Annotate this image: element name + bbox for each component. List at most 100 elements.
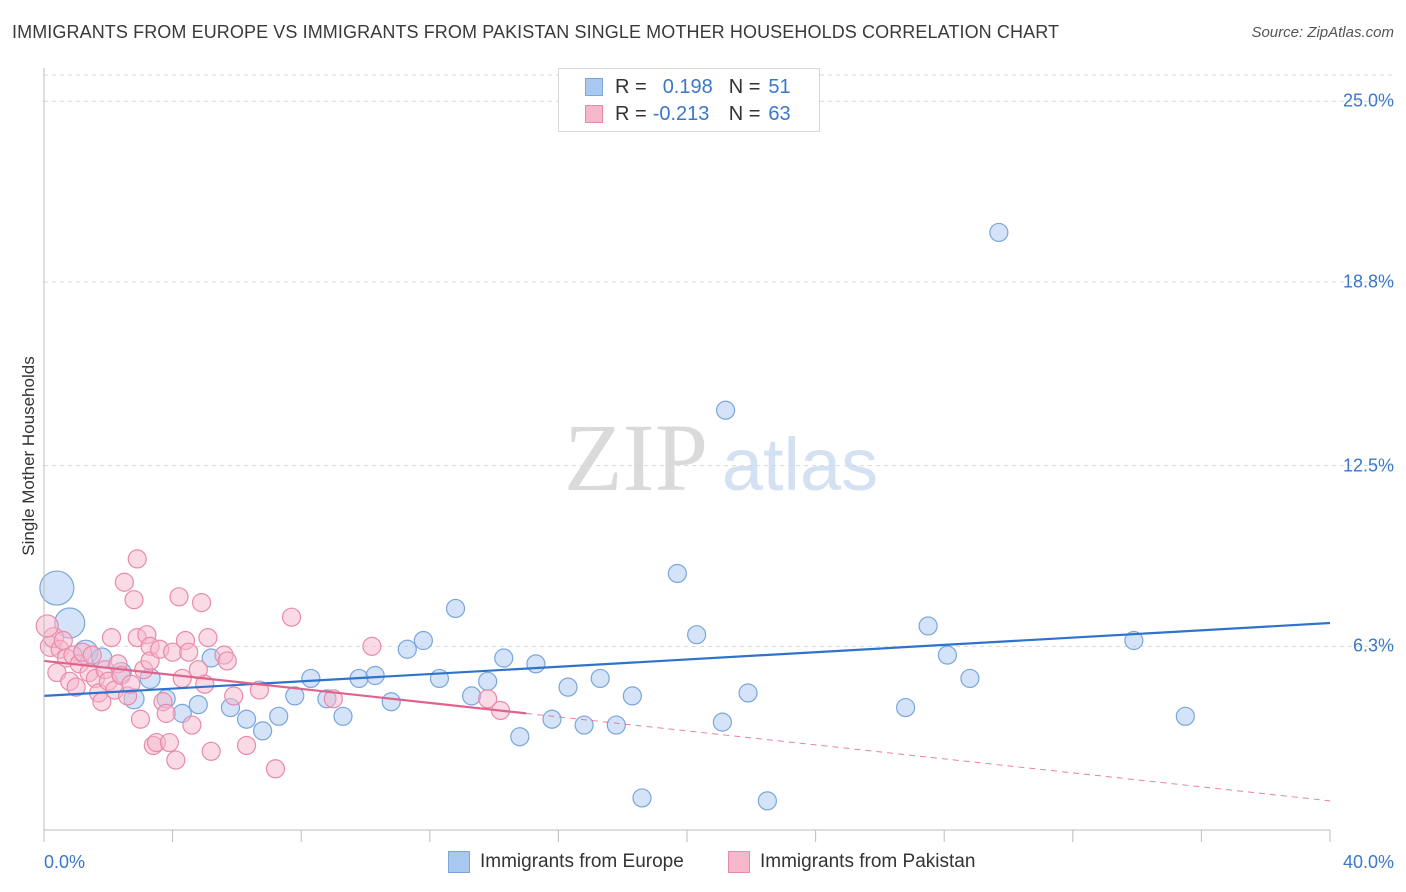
pakistan-point: [82, 645, 102, 665]
europe-point: [574, 715, 594, 735]
europe-point: [236, 709, 257, 729]
europe-point: [757, 791, 777, 811]
europe-point: [333, 706, 353, 726]
y-tick-label: 6.3%: [1352, 635, 1394, 656]
points-layer: [35, 222, 1195, 811]
pakistan-swatch: [585, 105, 603, 123]
europe-point: [622, 686, 642, 706]
pakistan-point: [281, 607, 302, 627]
n-value: 51: [768, 75, 791, 98]
pakistan-trendline-extension: [526, 712, 1331, 802]
pakistan-point: [478, 689, 498, 709]
pakistan-point: [166, 750, 186, 770]
legend-item-pakistan: Immigrants from Pakistan: [728, 851, 975, 873]
europe-point: [285, 686, 305, 706]
n-label: N =: [728, 102, 761, 125]
europe-point: [494, 648, 514, 668]
pakistan-point: [191, 593, 212, 613]
europe-point: [896, 697, 916, 718]
legend-item-europe: Immigrants from Europe: [448, 851, 684, 873]
europe-point: [365, 665, 385, 686]
legend-label-europe: Immigrants from Europe: [480, 851, 684, 872]
legend-label-pakistan: Immigrants from Pakistan: [760, 851, 976, 872]
axes-layer: [43, 68, 1331, 842]
r-label: R =: [615, 102, 647, 125]
pakistan-point: [198, 628, 218, 648]
europe-point: [269, 706, 289, 726]
europe-point: [1124, 630, 1144, 651]
pakistan-point: [66, 677, 86, 697]
europe-point: [413, 630, 433, 651]
pakistan-legend-swatch: [728, 851, 750, 873]
europe-point: [606, 715, 626, 735]
pakistan-point: [35, 614, 59, 638]
pakistan-point: [114, 572, 134, 592]
europe-point: [445, 598, 466, 619]
europe-point: [39, 570, 75, 606]
x-tick-label-min: 0.0%: [44, 852, 86, 872]
europe-legend-swatch: [448, 851, 470, 873]
pakistan-point: [127, 549, 147, 569]
europe-point: [253, 721, 273, 741]
europe-swatch: [585, 78, 603, 96]
legend-row-europe: R = 0.198 N = 51: [585, 74, 791, 100]
europe-point: [960, 668, 980, 689]
europe-point: [526, 654, 546, 674]
chart-title: IMMIGRANTS FROM EUROPE VS IMMIGRANTS FRO…: [12, 22, 1060, 42]
europe-point: [188, 695, 208, 715]
pakistan-point: [236, 735, 257, 756]
europe-point: [558, 677, 578, 697]
europe-point: [989, 222, 1009, 243]
europe-point: [301, 668, 321, 689]
europe-point: [687, 625, 707, 645]
europe-point: [937, 645, 958, 665]
y-tick-label: 25.0%: [1342, 90, 1394, 111]
x-tick-label-max: 40.0%: [1342, 852, 1394, 872]
pakistan-point: [124, 590, 144, 610]
n-label: N =: [728, 75, 761, 98]
europe-point: [397, 639, 417, 659]
r-value: -0.213: [652, 102, 710, 125]
n-value: 63: [768, 102, 791, 125]
pakistan-point: [179, 642, 199, 662]
europe-point: [738, 683, 758, 703]
europe-point: [667, 563, 687, 584]
europe-point: [632, 788, 652, 808]
pakistan-point: [121, 674, 141, 694]
watermark-atlas: atlas: [722, 423, 878, 506]
legend-row-pakistan: R = -0.213 N = 63: [585, 101, 791, 127]
r-value: 0.198: [662, 75, 713, 98]
pakistan-point: [265, 759, 286, 779]
pakistan-point: [169, 587, 189, 607]
europe-point: [715, 400, 736, 420]
europe-point: [1175, 706, 1195, 726]
pakistan-point: [224, 686, 244, 706]
europe-point: [381, 692, 401, 712]
source-credit: Source: ZipAtlas.com: [1251, 24, 1394, 41]
pakistan-point: [217, 651, 237, 671]
r-label: R =: [615, 75, 647, 98]
europe-point: [510, 727, 530, 747]
pakistan-point: [323, 689, 343, 709]
europe-point: [461, 686, 482, 706]
europe-point: [590, 668, 610, 689]
stats-legend: R = 0.198 N = 51 R = -0.213 N = 63: [558, 68, 820, 132]
pakistan-point: [182, 715, 202, 735]
y-tick-label: 12.5%: [1342, 455, 1394, 476]
pakistan-point: [362, 636, 382, 656]
pakistan-point: [130, 709, 151, 729]
europe-trendline: [43, 621, 1331, 698]
y-tick-label: 18.8%: [1342, 271, 1394, 292]
europe-point: [478, 671, 498, 691]
europe-point: [712, 712, 732, 732]
europe-point: [918, 616, 938, 636]
pakistan-trendline: [43, 659, 527, 715]
pakistan-point: [201, 741, 221, 761]
watermark-zip: ZIP: [564, 404, 708, 511]
pakistan-point: [101, 628, 122, 648]
pakistan-point: [159, 732, 179, 753]
grid-layer: [44, 74, 1395, 647]
pakistan-point: [172, 668, 192, 689]
europe-point: [542, 709, 562, 729]
